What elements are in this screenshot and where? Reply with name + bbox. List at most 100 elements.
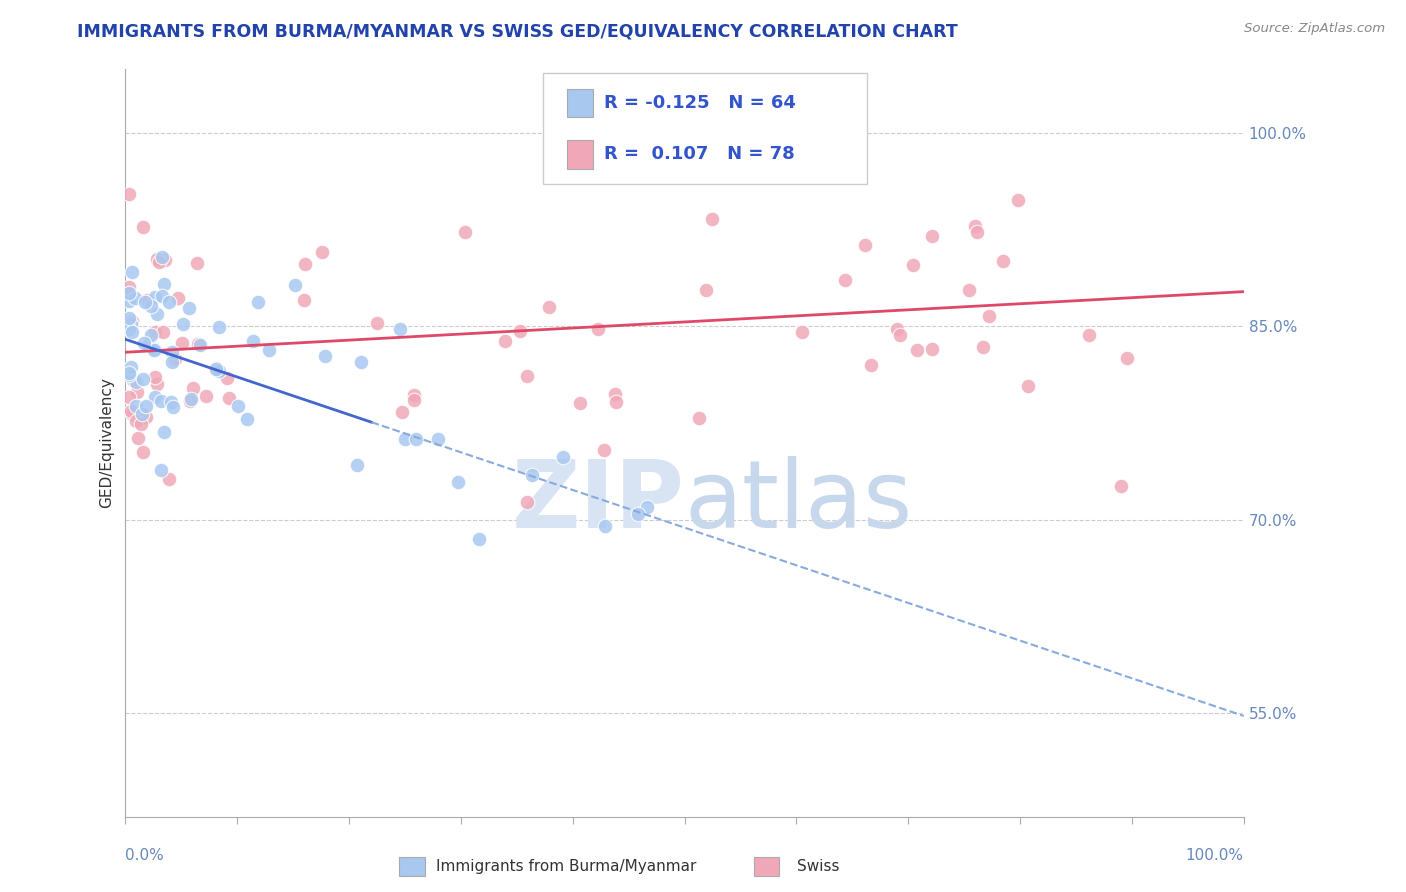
Point — [292, 293, 315, 307]
Point — [121, 407, 143, 421]
Point — [143, 343, 166, 358]
Point — [1077, 328, 1099, 343]
Point — [218, 392, 240, 406]
Point — [177, 301, 200, 316]
Point — [593, 518, 616, 533]
Point — [592, 442, 614, 457]
Point — [494, 334, 516, 348]
Point — [136, 293, 159, 307]
Point — [568, 396, 591, 410]
Point — [172, 317, 194, 331]
Point — [118, 311, 141, 326]
Point — [1017, 379, 1039, 393]
Point — [157, 295, 180, 310]
Point — [236, 412, 259, 426]
Point — [166, 291, 188, 305]
Point — [153, 253, 176, 268]
Point — [150, 393, 173, 408]
Point — [118, 280, 141, 294]
Point — [149, 463, 172, 477]
Point — [314, 349, 336, 363]
Point — [972, 340, 994, 354]
Point — [366, 316, 388, 330]
Point — [146, 376, 169, 391]
Text: Source: ZipAtlas.com: Source: ZipAtlas.com — [1244, 22, 1385, 36]
Point — [886, 321, 908, 335]
Point — [792, 326, 814, 340]
Point — [391, 405, 413, 419]
Point — [208, 364, 231, 378]
Point — [180, 392, 202, 406]
Point — [350, 355, 373, 369]
Point — [138, 336, 160, 351]
Point — [208, 319, 231, 334]
Point — [162, 400, 184, 414]
Point — [284, 277, 307, 292]
Point — [965, 219, 987, 234]
Point — [121, 325, 143, 339]
Point — [553, 450, 575, 464]
Point — [405, 432, 427, 446]
Point — [152, 326, 174, 340]
Point — [143, 291, 166, 305]
Point — [957, 283, 980, 297]
Point — [153, 277, 176, 291]
Point — [468, 533, 491, 547]
Point — [132, 219, 155, 234]
Point — [159, 395, 181, 409]
Point — [901, 258, 924, 272]
Point — [129, 409, 152, 424]
Point — [853, 238, 876, 252]
Point — [537, 301, 560, 315]
Point — [179, 393, 201, 408]
Point — [979, 310, 1001, 324]
Text: ZIP: ZIP — [512, 457, 685, 549]
Point — [246, 295, 269, 310]
Point — [1116, 351, 1139, 365]
Text: Swiss: Swiss — [797, 859, 839, 874]
Point — [586, 322, 609, 336]
Point — [139, 299, 162, 313]
Point — [859, 358, 882, 372]
Point — [966, 225, 988, 239]
Point — [889, 328, 911, 343]
Point — [131, 407, 153, 421]
Point — [404, 388, 426, 402]
Point — [907, 343, 929, 357]
Point — [120, 404, 142, 418]
Point — [120, 317, 142, 331]
Text: atlas: atlas — [685, 457, 912, 549]
Point — [134, 295, 156, 310]
Point — [118, 286, 141, 301]
Point — [135, 409, 157, 424]
Point — [121, 265, 143, 279]
Point — [125, 414, 148, 428]
Point — [1111, 479, 1133, 493]
Point — [205, 361, 228, 376]
Point — [139, 328, 162, 343]
Text: IMMIGRANTS FROM BURMA/MYANMAR VS SWISS GED/EQUIVALENCY CORRELATION CHART: IMMIGRANTS FROM BURMA/MYANMAR VS SWISS G… — [77, 22, 957, 40]
Text: Immigrants from Burma/Myanmar: Immigrants from Burma/Myanmar — [436, 859, 696, 874]
Point — [215, 371, 238, 385]
Point — [125, 375, 148, 389]
Point — [145, 252, 167, 266]
Point — [183, 381, 205, 395]
Point — [160, 345, 183, 359]
Point — [148, 255, 170, 269]
Point — [118, 322, 141, 336]
Point — [129, 417, 152, 431]
Text: R =  0.107   N = 78: R = 0.107 N = 78 — [603, 145, 794, 163]
Point — [204, 360, 226, 375]
Point — [188, 338, 211, 352]
Point — [605, 395, 627, 409]
Point — [124, 291, 146, 305]
Point — [118, 285, 141, 300]
Point — [157, 472, 180, 486]
Text: 0.0%: 0.0% — [125, 847, 165, 863]
Point — [516, 495, 538, 509]
Point — [132, 372, 155, 386]
Point — [700, 211, 723, 226]
Point — [226, 399, 249, 413]
Y-axis label: GED/Equivalency: GED/Equivalency — [100, 377, 114, 508]
Point — [118, 390, 141, 404]
